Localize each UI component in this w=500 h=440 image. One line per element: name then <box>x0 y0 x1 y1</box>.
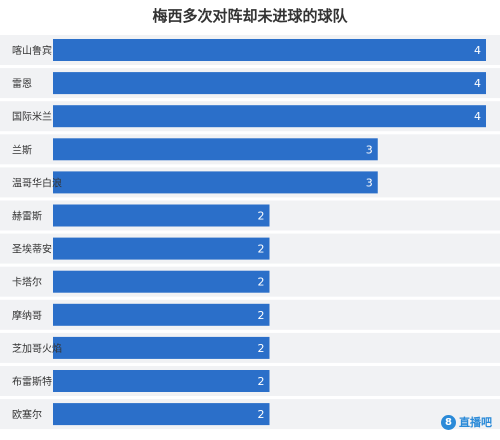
category-label: 芝加哥火焰 <box>12 342 62 355</box>
bar <box>53 138 378 161</box>
bar <box>53 171 378 194</box>
watermark: 8 直播吧 <box>441 414 492 430</box>
category-label: 卡塔尔 <box>12 276 42 289</box>
value-label: 4 <box>474 77 481 90</box>
bar <box>53 336 270 359</box>
value-label: 2 <box>258 309 265 322</box>
bar <box>53 303 270 326</box>
category-label: 欧塞尔 <box>12 408 42 421</box>
value-label: 3 <box>366 176 373 189</box>
category-label: 赫雷斯 <box>12 210 42 223</box>
bar <box>53 403 270 426</box>
bar <box>53 72 486 95</box>
chart-title: 梅西多次对阵却未进球的球队 <box>152 7 348 25</box>
category-label: 喀山鲁宾 <box>12 44 52 57</box>
bar <box>53 39 486 61</box>
category-label: 圣埃蒂安 <box>12 243 52 256</box>
category-label: 雷恩 <box>12 78 32 90</box>
value-label: 2 <box>258 375 265 388</box>
value-label: 2 <box>258 276 265 289</box>
category-label: 兰斯 <box>12 143 32 156</box>
category-label: 布雷斯特 <box>12 375 52 388</box>
value-label: 3 <box>366 143 373 156</box>
value-label: 2 <box>258 210 265 223</box>
bar <box>53 370 270 392</box>
bar <box>53 237 270 260</box>
category-label: 摩纳哥 <box>12 309 42 322</box>
bar <box>53 204 270 227</box>
value-label: 2 <box>258 243 265 256</box>
value-label: 2 <box>258 342 265 355</box>
value-label: 4 <box>474 44 481 57</box>
category-label: 国际米兰 <box>12 110 52 123</box>
category-label: 温哥华白浪 <box>12 176 62 189</box>
value-label: 2 <box>258 408 265 421</box>
value-label: 4 <box>474 110 481 123</box>
bar <box>53 270 270 293</box>
watermark-text: 直播吧 <box>459 416 492 429</box>
bar <box>53 105 486 128</box>
watermark-logo-icon: 8 <box>441 414 456 430</box>
